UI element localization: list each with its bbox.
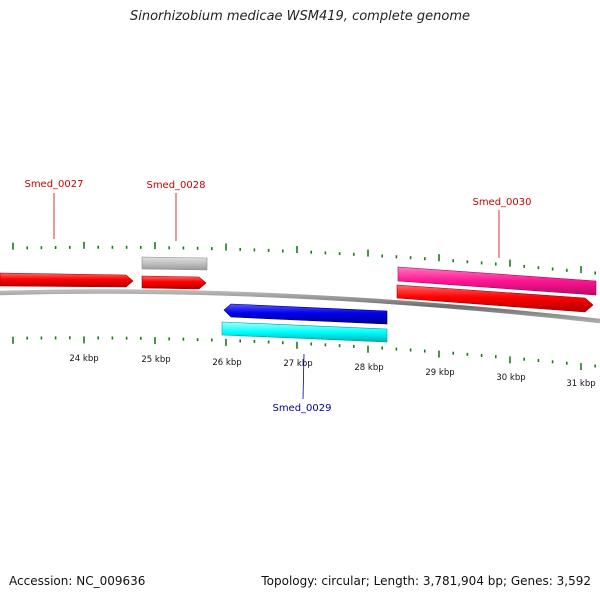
feature-grey-0028[interactable] [141,256,208,271]
map-title: Sinorhizobium medicae WSM419, complete g… [129,9,471,24]
gene-smed-0028[interactable] [141,275,207,290]
tick-label-28kbp: 28 kbp [354,363,383,373]
accession-text: Accession: NC_009636 [9,574,146,588]
label-smed-0028[interactable]: Smed_0028 [146,180,205,191]
tick-label-31kbp: 31 kbp [566,379,595,389]
label-leader-lines [53,193,500,400]
label-smed-0029[interactable]: Smed_0029 [272,403,331,414]
feature-cyan-0029[interactable] [221,321,388,343]
gene-labels: Smed_0027 Smed_0028 Smed_0030 Smed_0029 [24,179,531,414]
outer-tick-marks [12,241,597,275]
tick-label-27kbp: 27 kbp [283,359,312,369]
feature-magenta-0030[interactable] [397,266,597,296]
axis-tick-labels: 24 kbp 25 kbp 26 kbp 27 kbp 28 kbp 29 kb… [69,354,595,389]
gene-smed-0029[interactable] [223,303,388,325]
inner-tick-marks [12,336,597,371]
tick-label-26kbp: 26 kbp [212,358,241,368]
tick-label-30kbp: 30 kbp [496,373,525,383]
gene-smed-0027[interactable] [0,272,134,288]
label-smed-0027[interactable]: Smed_0027 [24,179,83,190]
leader-smed-0029 [302,353,305,400]
genome-backbone [0,289,600,324]
tick-label-25kbp: 25 kbp [141,355,170,365]
label-smed-0030[interactable]: Smed_0030 [472,197,531,208]
gene-features [0,256,597,343]
tick-label-24kbp: 24 kbp [69,354,98,364]
gene-smed-0030[interactable] [396,284,594,313]
genome-summary-text: Topology: circular; Length: 3,781,904 bp… [261,574,591,588]
tick-label-29kbp: 29 kbp [425,368,454,378]
